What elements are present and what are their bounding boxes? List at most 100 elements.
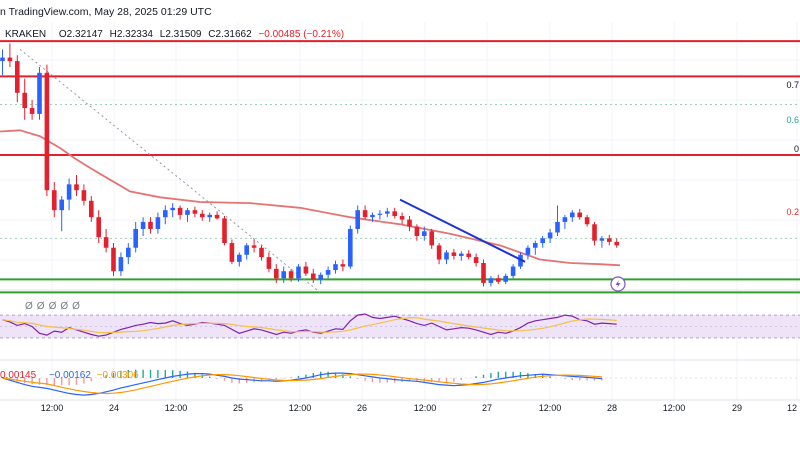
candle-body-72 [533,243,538,248]
time-label-6: 12:00 [414,403,437,413]
candle-62 [459,251,464,261]
candle-body-26 [192,210,198,214]
candle-43 [318,272,323,285]
candle-59 [436,243,442,265]
time-label-0: 12:00 [41,403,64,413]
candle-body-37 [274,268,279,279]
candle-8 [59,196,64,232]
candle-body-44 [325,270,331,275]
candle-23 [170,203,175,218]
candle-42 [311,268,316,283]
time-label-2: 12:00 [165,403,188,413]
candle-63 [466,250,471,260]
candle-body-11 [81,190,87,201]
candle-55 [407,216,412,232]
rsi-ma-line [2,316,617,334]
candle-body-58 [429,231,434,246]
candle-body-57 [422,231,427,236]
candle-83 [614,238,619,248]
candle-body-49 [362,210,368,218]
candle-body-62 [459,253,464,256]
candle-body-31 [229,243,235,262]
ohlc-close: C2.31662 [208,29,252,40]
candle-29 [214,211,220,220]
candle-body-8 [59,199,64,211]
candle-body-52 [385,211,390,214]
candle-0 [0,49,5,76]
candle-body-41 [303,266,309,274]
fib-label-3: 0.2 [786,207,799,217]
candle-26 [192,206,198,218]
rsi-value-1: Ø [25,301,37,312]
exchange-label: KRAKEN [5,29,47,40]
candle-68 [503,273,508,285]
candle-body-32 [237,254,242,262]
candle-38 [281,266,286,283]
candle-36 [266,252,272,273]
candle-13 [96,210,101,244]
candle-77 [570,210,575,222]
candle-31 [229,239,235,265]
candle-body-33 [244,245,249,255]
candle-79 [584,214,590,227]
fib-label-1: 0.6 [786,115,799,125]
ohlc-open: O2.32147 [58,29,103,40]
candle-66 [488,275,494,287]
candle-25 [185,207,190,222]
candle-53 [392,207,397,219]
candle-body-7 [52,190,57,211]
candle-22 [163,205,168,225]
candle-72 [533,240,538,255]
candle-15 [111,243,116,276]
candle-12 [89,196,94,222]
candle-body-78 [577,212,582,218]
candle-3 [22,78,27,120]
candle-body-47 [348,228,353,267]
candle-body-14 [103,237,109,248]
candle-body-69 [510,266,516,276]
candle-44 [325,266,331,279]
candle-body-5 [37,72,42,114]
candle-body-60 [444,252,449,260]
candle-33 [244,243,249,260]
candle-body-83 [614,241,619,246]
time-label-8: 12:00 [539,403,562,413]
candle-body-15 [111,247,116,272]
time-label-5: 26 [357,403,367,413]
sma-line [0,129,621,267]
time-label-11: 29 [732,403,742,413]
candle-32 [237,252,242,267]
candle-81 [599,236,605,248]
lightning-icon [610,276,626,292]
candle-body-54 [399,216,405,220]
candle-5 [37,66,42,120]
ohlc-legend: KRAKEN O2.32147 H2.32334 L2.31509 C2.316… [5,29,344,40]
candle-body-48 [355,210,360,229]
candle-body-10 [74,184,79,191]
candle-17 [126,243,131,265]
candle-body-19 [140,221,146,229]
candle-30 [222,216,227,246]
candle-20 [148,217,153,234]
candle-body-18 [133,228,138,248]
candle-58 [429,228,434,249]
publisher-text: n TradingView.com, May 28, 2025 01:29 UT… [0,6,212,18]
candle-27 [200,210,205,221]
candle-74 [547,228,553,244]
candle-body-21 [155,217,161,229]
candle-body-4 [29,108,35,114]
candle-body-45 [333,264,338,271]
candle-body-61 [451,252,457,256]
candle-body-74 [547,232,553,239]
candle-body-25 [185,210,190,215]
candle-2 [15,55,20,103]
candle-10 [74,174,79,197]
candle-1 [7,43,13,67]
candle-body-66 [488,278,494,283]
candle-65 [481,259,486,287]
candle-56 [414,224,420,241]
candle-body-12 [89,200,94,218]
candle-body-20 [148,221,153,229]
